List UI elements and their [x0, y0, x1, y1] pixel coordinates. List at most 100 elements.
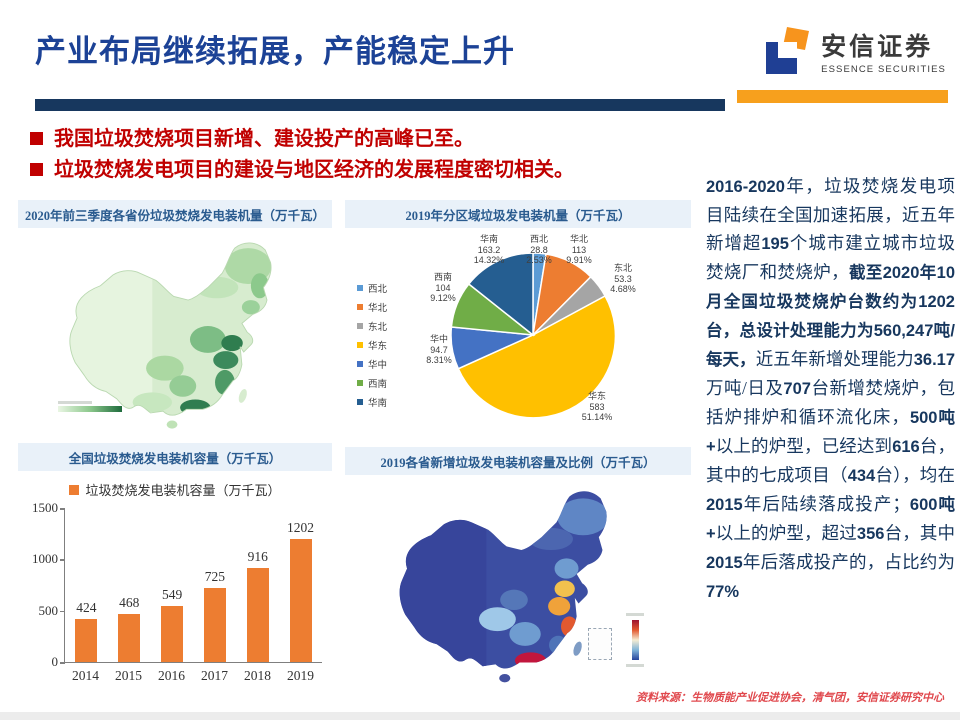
y-axis-tick-label: 0: [51, 654, 59, 669]
y-axis-tick-mark: [60, 559, 65, 561]
china-map-blue-svg: [399, 491, 607, 683]
logo-cube-icon: [766, 27, 810, 74]
page-title: 产业布局继续拓展，产能稳定上升: [35, 34, 515, 69]
bar-2017: [203, 587, 226, 662]
taiwan-island: [238, 389, 247, 403]
hainan-island: [166, 420, 178, 429]
bar-value-label: 916: [247, 549, 268, 564]
pie-legend-item: 华南: [357, 395, 387, 409]
bullet-square-icon: [30, 163, 43, 176]
bullet-square-icon: [30, 132, 43, 145]
bullet-1: 我国垃圾焚烧项目新增、建设投产的高峰已至。: [30, 126, 474, 152]
bar-slot: 549: [151, 587, 194, 662]
bar-category-label: 2019: [287, 668, 314, 683]
pie-slice-华东: [457, 294, 617, 419]
map-legend-caption-smudge: [58, 401, 92, 404]
pie-legend-item: 西北: [357, 281, 387, 295]
y-axis-tick-label: 1000: [32, 551, 58, 567]
legend-square-icon: [357, 323, 363, 329]
bar-category-label: 2017: [201, 668, 228, 683]
logo-name-cn: 安信证券: [821, 33, 934, 61]
panel-title-pie2019: 2019年分区域垃圾发电装机量（万千瓦）: [345, 200, 691, 228]
pie-legend-item: 华东: [357, 338, 387, 352]
bar-category-label: 2016: [158, 668, 185, 683]
essence-securities-logo: 安信证券 ESSENCE SECURITIES: [763, 24, 946, 78]
bar-row: 424 468 549 725 916 1202: [65, 508, 322, 662]
bar-slot: 468: [108, 595, 151, 662]
logo-name-en: ESSENCE SECURITIES: [821, 64, 946, 75]
bar-value-label: 725: [204, 568, 226, 584]
bar-slot: 916: [236, 549, 279, 662]
panel-title-map2020: 2020年前三季度各省份垃圾焚烧发电装机量（万千瓦）: [18, 200, 332, 228]
pie-label-huazhong: 华中 94.7 8.31%: [426, 334, 452, 365]
taiwan-island: [573, 641, 582, 656]
y-axis-tick-mark: [60, 610, 65, 613]
bar-2019: [289, 538, 312, 662]
y-axis-tick-mark: [60, 508, 65, 510]
bar-category-label: 2015: [115, 668, 142, 683]
legend-square-icon: [357, 342, 363, 348]
y-axis-tick-label: 500: [38, 602, 59, 618]
pie-label-huanan: 华南 163.2 14.32%: [473, 234, 505, 265]
source-note: 资料来源：生物质能产业促进协会，清气团，安信证券研究中心: [636, 692, 944, 704]
legend-square-icon: [357, 304, 363, 310]
pie-label-xinan: 西南 104 9.12%: [430, 272, 456, 303]
pie-legend-item: 华中: [357, 357, 387, 371]
pie-legend-item: 华北: [357, 300, 387, 314]
pie-label-huadong: 华东 583 51.14%: [581, 391, 613, 422]
bar-chart-legend: 垃圾焚烧发电装机容量（万千瓦）: [18, 480, 332, 499]
map-legend-gradient: [58, 406, 122, 412]
hainan-island: [499, 674, 511, 683]
legend-square-icon: [357, 361, 363, 367]
pie-chart-svg: [450, 252, 617, 419]
bar-value-label: 424: [76, 599, 97, 615]
pie-legend: 西北华北东北华东华中西南华南: [357, 281, 387, 409]
y-axis-tick-label: 1500: [32, 500, 58, 515]
legend-square-icon: [69, 484, 80, 495]
pie-label-dongbei: 东北 53.3 4.68%: [610, 263, 636, 294]
pie-label-huabei: 华北 113 9.91%: [566, 234, 592, 265]
pie-legend-item: 西南: [357, 376, 387, 390]
china-map-blue: [358, 480, 670, 692]
scale-max-smudge: [626, 613, 644, 616]
china-map-green: [30, 232, 332, 438]
legend-square-icon: [357, 285, 363, 291]
y-axis-tick-mark: [60, 662, 65, 664]
pie-slice-华南: [467, 252, 534, 337]
bar-legend-label: 垃圾焚烧发电装机容量（万千瓦）: [85, 483, 281, 498]
pie-chart-panel: 华南 163.2 14.32% 西北 28.8 2.53% 华北 113 9.91% 东北 5…: [345, 231, 691, 443]
scale-min-smudge: [626, 664, 644, 667]
panel-title-map2019: 2019各省新增垃圾发电装机容量及比例（万千瓦）: [345, 447, 691, 475]
bar-slot: 424: [65, 599, 108, 662]
legend-square-icon: [357, 380, 363, 386]
bar-plot: 424 468 549 725 916 1202: [64, 508, 322, 663]
pie-label-xibei: 西北 28.8 2.53%: [526, 234, 552, 265]
bar-value-label: 1202: [287, 519, 315, 535]
panel-title-bar: 全国垃圾焚烧发电装机容量（万千瓦）: [18, 443, 332, 471]
bar-categories: 2014 2015 2016 2017 2018 2019: [64, 668, 322, 684]
bullet-2: 垃圾焚烧发电项目的建设与地区经济的发展程度密切相关。: [30, 157, 574, 183]
pie-legend-item: 东北: [357, 319, 387, 333]
bar-2016: [161, 605, 184, 662]
bar-2018: [246, 568, 269, 662]
bullet-1-text: 我国垃圾焚烧项目新增、建设投产的高峰已至。: [54, 128, 474, 150]
bullet-2-text: 垃圾焚烧发电项目的建设与地区经济的发展程度密切相关。: [54, 159, 574, 181]
bar-value-label: 549: [161, 586, 183, 602]
sidebar-paragraph: 2016-2020年，垃圾焚烧发电项目陆续在全国加速拓展，近五年新增超195个城…: [706, 176, 956, 601]
bar-2015: [118, 614, 141, 662]
bar-category-label: 2018: [244, 668, 271, 683]
bar-value-label: 468: [119, 595, 140, 610]
bar-category-label: 2014: [72, 668, 99, 683]
bar-2014: [75, 618, 98, 662]
bottom-scroll-strip: [0, 712, 960, 720]
header-orange-rule: [737, 90, 948, 103]
china-map-green-svg: [69, 242, 272, 429]
header-navy-rule: [35, 99, 725, 111]
bar-slot: 725: [193, 569, 236, 662]
legend-square-icon: [357, 399, 363, 405]
south-china-sea-inset: [588, 628, 612, 660]
bar-chart-panel: 垃圾焚烧发电装机容量（万千瓦） 424 468 549 725 916 1202 2014…: [18, 474, 332, 692]
bar-slot: 1202: [279, 520, 322, 662]
map-color-scale: [632, 620, 639, 660]
